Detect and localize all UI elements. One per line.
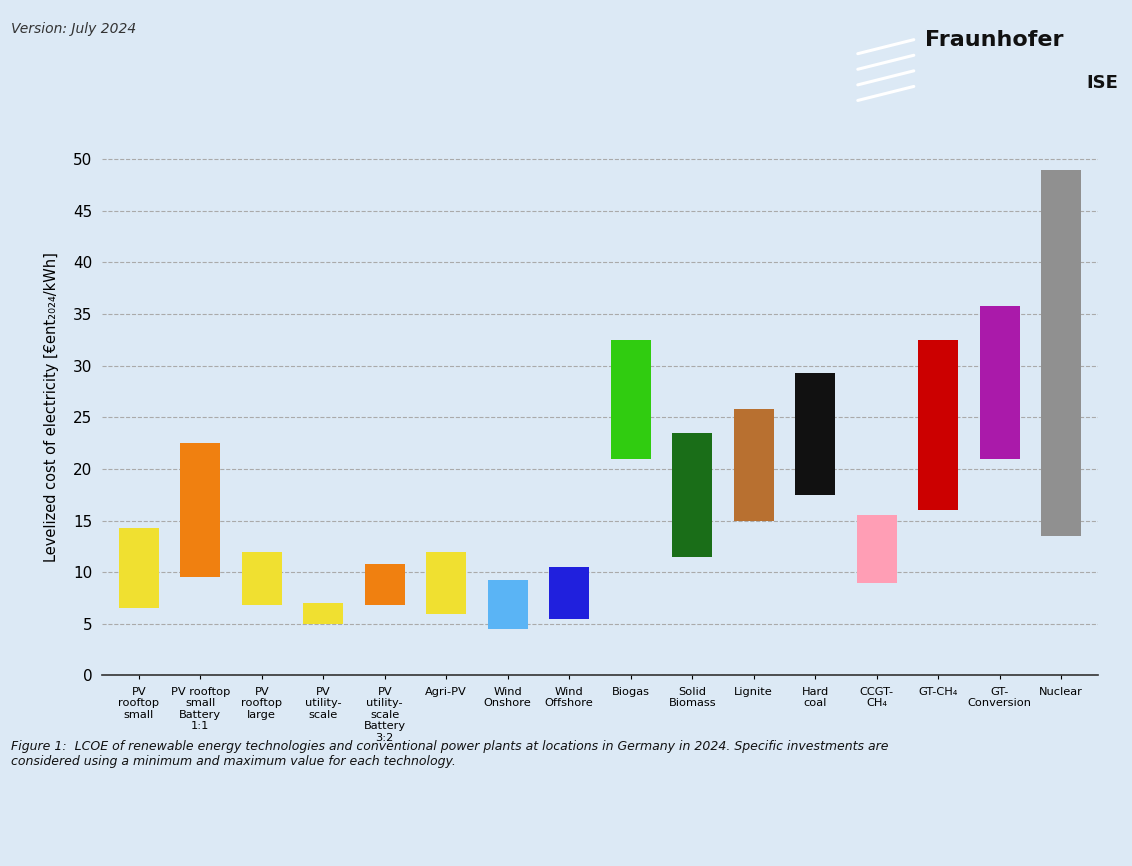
Bar: [180, 443, 221, 578]
Bar: [918, 339, 958, 510]
Bar: [611, 339, 651, 459]
Bar: [427, 552, 466, 613]
Bar: [365, 564, 405, 605]
Bar: [795, 373, 835, 494]
Text: ISE: ISE: [1087, 74, 1118, 92]
Bar: [242, 552, 282, 605]
Y-axis label: Levelized cost of electricity [€ent₂₀₂₄/kWh]: Levelized cost of electricity [€ent₂₀₂₄/…: [44, 252, 59, 562]
Bar: [488, 580, 528, 629]
Text: Figure 1:  LCOE of renewable energy technologies and conventional power plants a: Figure 1: LCOE of renewable energy techn…: [11, 740, 889, 768]
Bar: [672, 433, 712, 557]
Bar: [549, 567, 589, 618]
Bar: [734, 409, 773, 520]
Text: Version: July 2024: Version: July 2024: [11, 22, 137, 36]
Bar: [1041, 170, 1081, 536]
Bar: [119, 527, 158, 608]
Bar: [979, 306, 1020, 459]
Bar: [857, 515, 897, 583]
Text: Fraunhofer: Fraunhofer: [925, 30, 1063, 50]
Bar: [303, 604, 343, 624]
